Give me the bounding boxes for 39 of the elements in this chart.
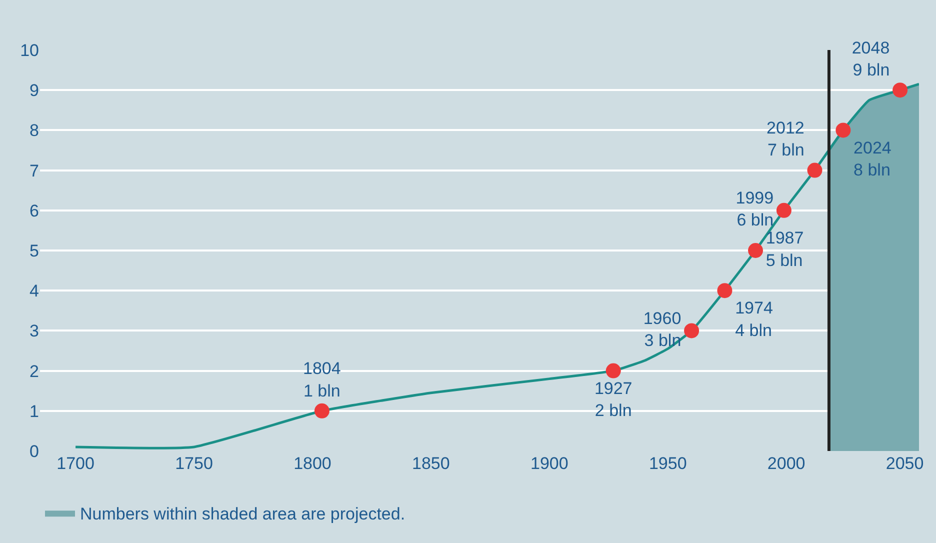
point [748, 243, 764, 258]
point [717, 283, 732, 298]
y-tick-label: 7 [30, 161, 39, 180]
line-series [74, 82, 919, 450]
y-tick-label: 0 [30, 442, 39, 461]
point [606, 363, 621, 378]
point [892, 82, 908, 98]
x-tick-label: 1850 [412, 454, 450, 473]
legend-label: Numbers within shaded area are projected. [80, 504, 406, 524]
y-tick-label: 2 [30, 362, 39, 381]
data-label: 1927 2 bln [594, 378, 632, 420]
y-tick-label: 5 [30, 241, 39, 260]
data-label: 1999 6 bln [736, 188, 774, 230]
data-label: 1974 4 bln [735, 298, 773, 340]
data-label: 2012 7 bln [766, 118, 804, 160]
x-tick-label: 2000 [767, 454, 806, 473]
data-label: 1804 1 bln [303, 359, 341, 400]
point [807, 162, 822, 178]
x-tick-label: 1950 [648, 454, 687, 473]
point [684, 323, 700, 338]
y-tick-label: 10 [20, 40, 39, 60]
y-tick-label: 9 [30, 81, 39, 100]
y-tick-label: 6 [30, 201, 39, 220]
x-tick-label: 2050 [886, 454, 924, 473]
x-tick-label: 1900 [530, 454, 568, 473]
data-label: 2048 9 bln [852, 38, 890, 80]
x-tick-label: 1800 [294, 454, 332, 473]
data-label: 2024 8 bln [854, 138, 892, 180]
point [776, 202, 792, 218]
y-tick-label: 1 [30, 402, 39, 421]
y-tick-label: 4 [30, 282, 39, 301]
y-tick-label: 8 [30, 121, 39, 140]
x-tick-label: 1700 [56, 454, 94, 473]
point [836, 122, 851, 138]
data-label: 1987 5 bln [766, 228, 804, 270]
x-tick-label: 1750 [175, 454, 213, 473]
point [314, 403, 330, 418]
data-label: 1960 3 bln [643, 308, 682, 350]
y-tick-label: 3 [30, 322, 39, 341]
